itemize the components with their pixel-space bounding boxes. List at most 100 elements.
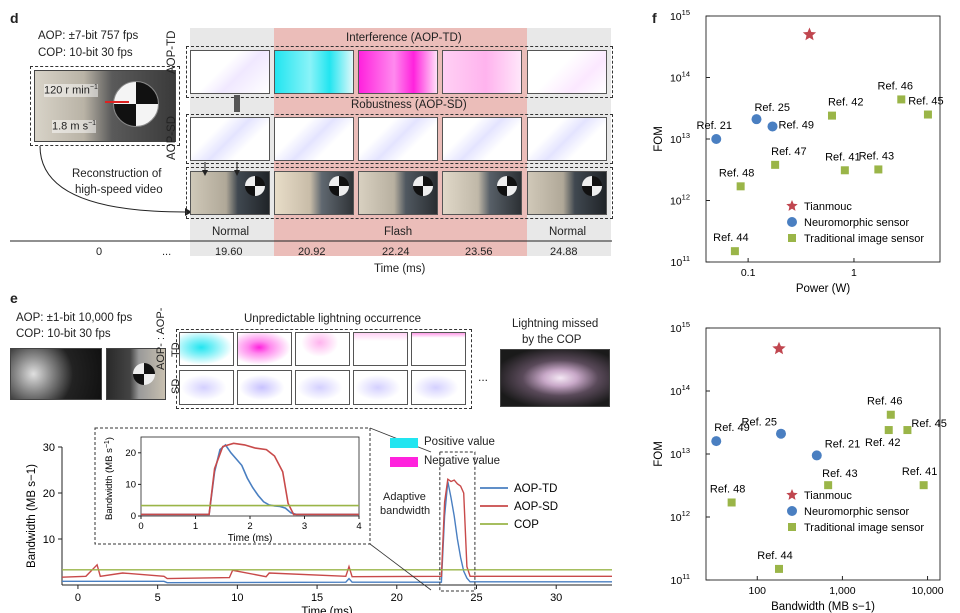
f-bandwidth-x-tick-label: 100 <box>748 585 766 597</box>
panel-f-label: f <box>652 10 657 26</box>
sd-frames-box <box>186 114 613 164</box>
recon-label-1: Reconstruction of <box>72 168 162 180</box>
lightning-td-4 <box>353 332 408 366</box>
sd-frame-4 <box>442 117 522 161</box>
f-bandwidth-x-tick-label: 1,000 <box>829 585 855 597</box>
inset-series-aop-sd <box>141 442 359 516</box>
f-bandwidth-legend-star <box>786 489 798 500</box>
positive-legend: Positive value <box>424 436 495 448</box>
f-power-y-tick-label: 1015 <box>670 8 690 23</box>
f-bandwidth-legend-circle <box>787 506 797 516</box>
inset-y-tick-label: 0 <box>131 511 136 522</box>
f-power-point-traditional <box>730 247 739 256</box>
f-bandwidth-legend-label: Neuromorphic sensor <box>804 506 909 518</box>
f-power-point-label: Ref. 25 <box>754 102 789 114</box>
f-bandwidth-point-tianmouc <box>772 341 786 355</box>
f-power-point-neuromorphic <box>767 121 778 132</box>
inset-connector-bottom <box>369 543 432 591</box>
inset-x-tick-label: 3 <box>302 521 307 532</box>
mode-normal-left: Normal <box>212 226 250 238</box>
f-bandwidth-point-traditional <box>824 481 833 490</box>
missed-lightning-photo <box>500 349 610 407</box>
aop-spec-d: AOP: ±7-bit 757 fps <box>38 30 139 42</box>
lightning-sd-2 <box>237 370 292 405</box>
aop-spec-e: AOP: ±1-bit 10,000 fps <box>16 312 133 324</box>
f-power-y-tick-label: 1014 <box>670 70 690 85</box>
inset-x-tick-label: 1 <box>193 521 198 532</box>
recon-label-2: high-speed video <box>75 184 163 196</box>
lightning-td-3 <box>295 332 350 366</box>
inset-y-axis-label: Bandwidth (MB s−1) <box>104 437 115 520</box>
recon-disk-icon-5 <box>582 176 602 196</box>
e-x-tick-label: 20 <box>391 592 403 604</box>
f-bandwidth-point-traditional <box>903 426 912 435</box>
recon-frames-box <box>186 167 613 219</box>
recon-disk-icon-3 <box>413 176 433 196</box>
td-frames-box <box>186 46 613 98</box>
f-power-point-tianmouc <box>802 27 817 41</box>
f-bandwidth-y-axis-label: FOM <box>653 441 665 467</box>
lightning-sd-3 <box>295 370 350 405</box>
f-power-point-traditional <box>840 166 849 175</box>
recon-disk-icon-4 <box>497 176 517 196</box>
f-power-point-traditional <box>897 95 906 104</box>
lightning-td-5 <box>411 332 466 366</box>
f-bandwidth-point-label: Ref. 46 <box>867 396 902 408</box>
e-y-tick-label: 30 <box>43 442 55 454</box>
f-bandwidth-point-label: Ref. 45 <box>911 418 946 430</box>
f-power-x-tick-label: 1 <box>851 267 857 279</box>
f-bandwidth-point-neuromorphic <box>711 436 722 447</box>
f-power-legend-label: Neuromorphic sensor <box>804 217 909 229</box>
sd-frame-2 <box>274 117 354 161</box>
lightning-sd-4 <box>353 370 408 405</box>
positive-swatch <box>390 438 418 448</box>
time-tick-ellipsis: ... <box>162 246 172 258</box>
panel-e-label: e <box>10 290 18 306</box>
inset-x-tick-label: 0 <box>138 521 143 532</box>
f-power-point-label: Ref. 43 <box>859 150 894 162</box>
f-power-point-label: Ref. 49 <box>779 119 814 131</box>
f-power-legend-square <box>788 234 796 242</box>
f-bandwidth-point-label: Ref. 25 <box>742 417 777 429</box>
frames-ellipsis: ... <box>478 370 489 384</box>
f-power-point-label: Ref. 46 <box>878 80 913 92</box>
f-bandwidth-legend-label: Tianmouc <box>804 490 852 502</box>
f-bandwidth-point-label: Ref. 49 <box>714 422 749 434</box>
f-power-legend-label: Tianmouc <box>804 201 852 213</box>
speed-unit-exp: −1 <box>88 120 97 127</box>
f-bandwidth-point-label: Ref. 43 <box>822 468 857 480</box>
recon-disk-icon-1 <box>245 176 265 196</box>
e-x-tick-label: 15 <box>311 592 323 604</box>
lightning-frames-box <box>176 329 472 409</box>
speed-value: 1.8 m s <box>52 120 89 133</box>
f-bandwidth-x-tick-label: 10,000 <box>911 585 943 597</box>
f-power-point-label: Ref. 45 <box>908 96 943 108</box>
f-bandwidth-point-traditional <box>727 498 736 507</box>
f-power-legend-star <box>786 200 798 211</box>
sd-frame-1 <box>190 117 270 161</box>
disk-icon <box>113 81 159 127</box>
e-y-tick-label: 10 <box>43 534 55 546</box>
e-y-axis-label: Bandwidth (MB s−1) <box>26 464 38 568</box>
f-bandwidth-point-traditional <box>884 426 893 435</box>
f-bandwidth-y-tick-label: 1015 <box>670 320 690 335</box>
td-frame-1 <box>190 50 270 94</box>
time-tick-22-24: 22.24 <box>382 246 410 258</box>
lightning-td-2 <box>237 332 292 366</box>
f-bandwidth-point-traditional <box>886 410 895 419</box>
f-power-point-neuromorphic <box>751 114 762 125</box>
e-x-tick-label: 0 <box>75 592 81 604</box>
f-power-y-axis-label: FOM <box>653 126 665 152</box>
f-power-legend-circle <box>787 217 797 227</box>
f-power-point-neuromorphic <box>711 134 722 144</box>
inset-y-tick-label: 20 <box>125 448 136 459</box>
f-power-point-traditional <box>827 111 836 120</box>
e-x-axis-label: Time (ms) <box>301 606 352 613</box>
e-x-tick-label: 25 <box>470 592 482 604</box>
f-power-y-tick-label: 1011 <box>671 254 690 269</box>
negative-legend: Negative value <box>424 455 501 467</box>
f-power-point-label: Ref. 47 <box>771 146 806 158</box>
e-x-tick-label: 30 <box>550 592 562 604</box>
f-power-point-label: Ref. 48 <box>719 167 754 179</box>
